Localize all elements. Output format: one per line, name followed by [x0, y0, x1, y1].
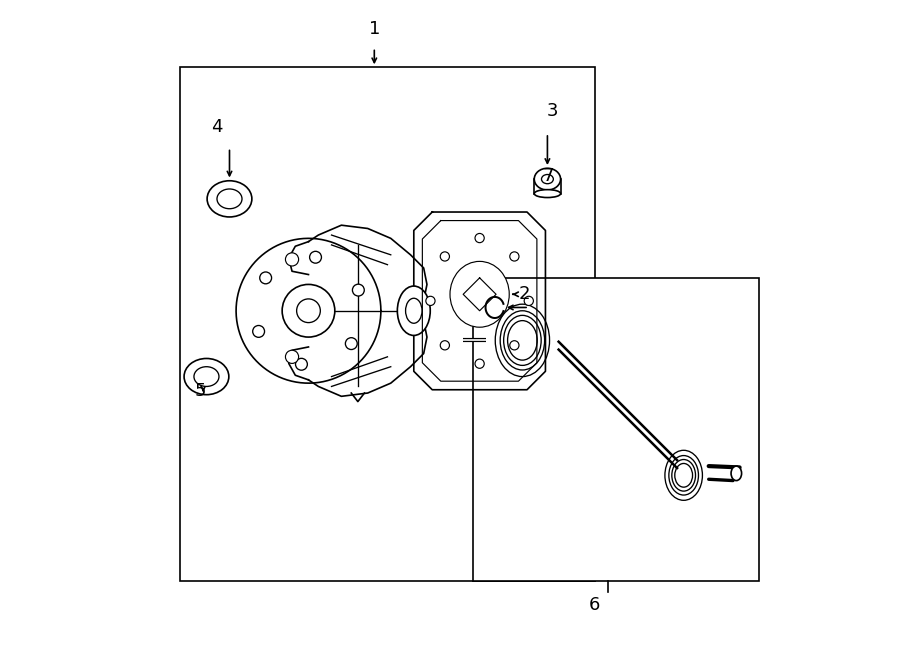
- Ellipse shape: [542, 175, 554, 184]
- Ellipse shape: [207, 180, 252, 217]
- Ellipse shape: [217, 189, 242, 209]
- Text: 4: 4: [211, 118, 222, 136]
- Circle shape: [440, 252, 449, 261]
- Ellipse shape: [450, 261, 509, 327]
- Circle shape: [346, 338, 357, 350]
- Ellipse shape: [184, 358, 229, 395]
- Circle shape: [283, 284, 335, 337]
- Ellipse shape: [535, 169, 561, 190]
- Circle shape: [440, 340, 449, 350]
- Bar: [180, 67, 595, 580]
- Text: 1: 1: [369, 20, 380, 38]
- Ellipse shape: [406, 298, 422, 323]
- Circle shape: [285, 350, 299, 364]
- Circle shape: [353, 284, 364, 296]
- Ellipse shape: [535, 190, 561, 198]
- Text: 7: 7: [542, 167, 554, 185]
- Circle shape: [253, 325, 265, 337]
- Circle shape: [295, 358, 308, 370]
- Circle shape: [524, 296, 534, 305]
- Circle shape: [260, 272, 272, 284]
- Circle shape: [509, 252, 519, 261]
- Circle shape: [297, 299, 320, 323]
- Ellipse shape: [397, 286, 430, 335]
- Circle shape: [310, 251, 321, 263]
- Ellipse shape: [731, 466, 742, 481]
- Circle shape: [475, 359, 484, 368]
- Bar: [473, 278, 760, 580]
- Circle shape: [475, 233, 484, 243]
- Circle shape: [509, 340, 519, 350]
- Circle shape: [426, 296, 435, 305]
- Text: 5: 5: [194, 381, 205, 400]
- Text: 3: 3: [546, 102, 558, 120]
- Circle shape: [285, 253, 299, 266]
- Text: 6: 6: [590, 596, 600, 613]
- Ellipse shape: [194, 367, 219, 387]
- Text: 2: 2: [519, 286, 531, 303]
